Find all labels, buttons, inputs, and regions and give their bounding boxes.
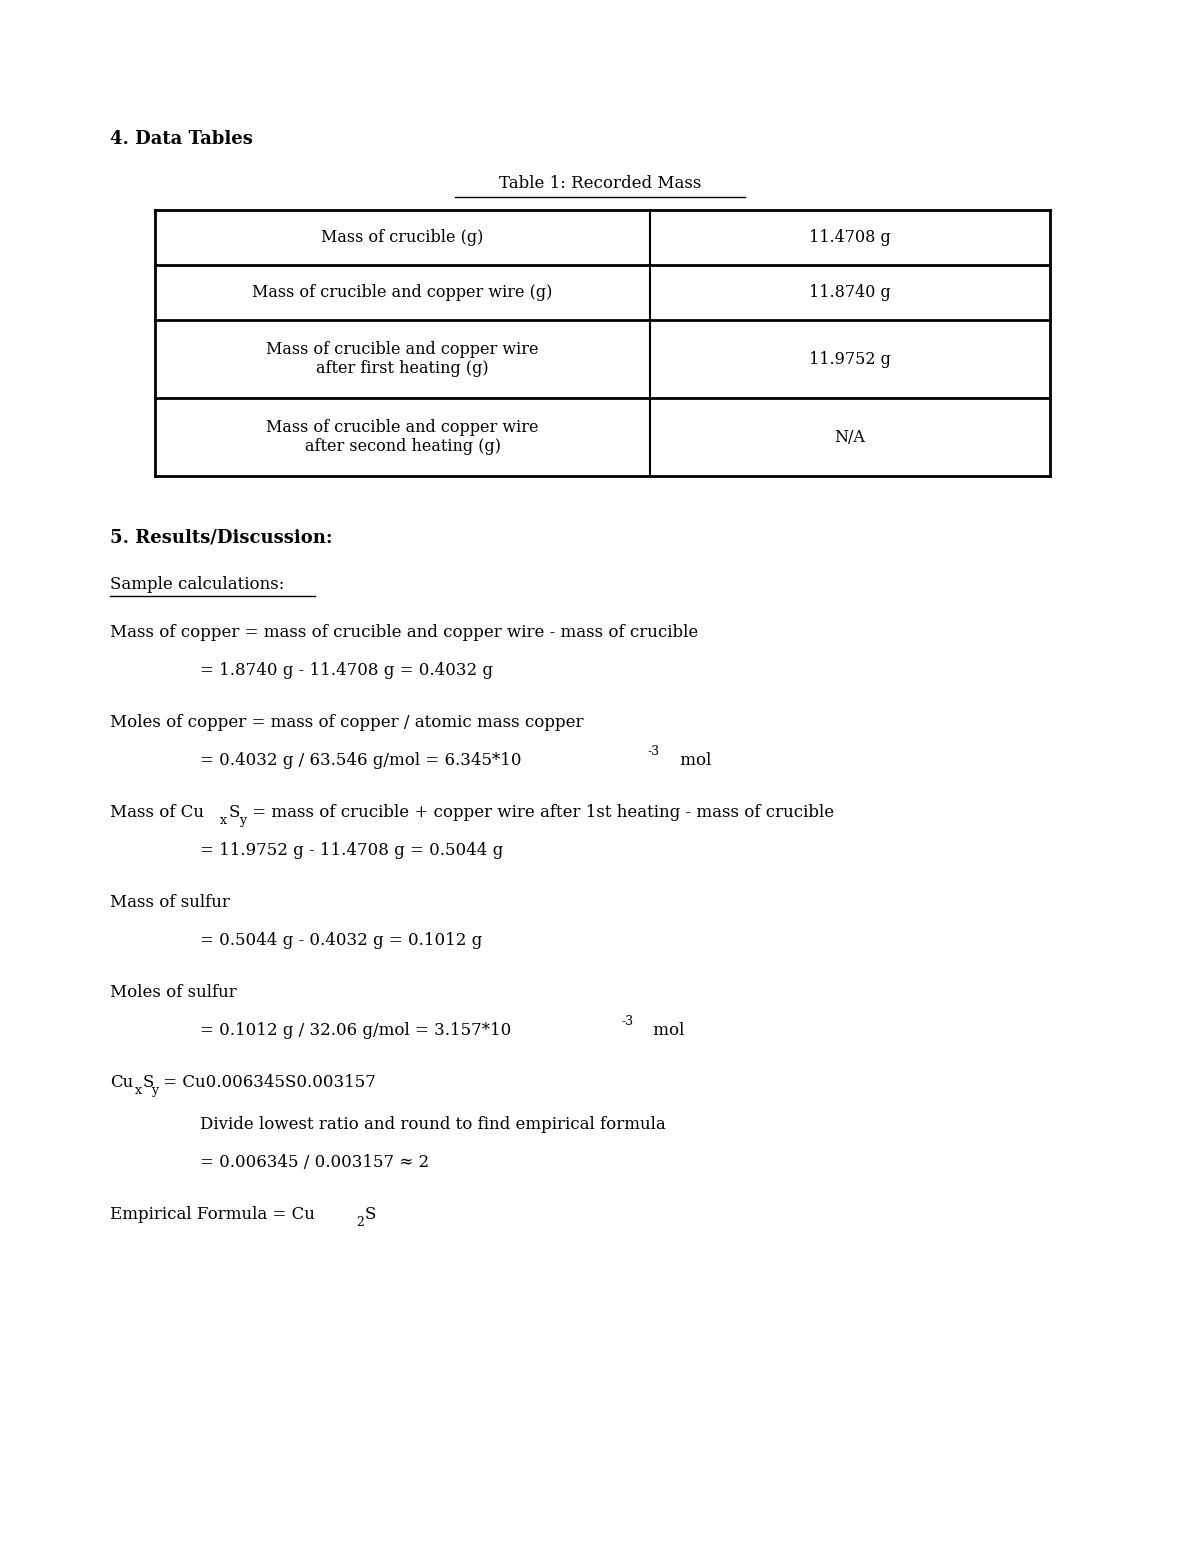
Text: y: y xyxy=(239,814,246,828)
Text: -3: -3 xyxy=(648,745,660,758)
Text: Cu: Cu xyxy=(110,1075,133,1092)
Text: = 0.4032 g / 63.546 g/mol = 6.345*10: = 0.4032 g / 63.546 g/mol = 6.345*10 xyxy=(200,752,522,769)
Text: Mass of sulfur: Mass of sulfur xyxy=(110,895,230,912)
Text: 11.4708 g: 11.4708 g xyxy=(809,228,890,245)
Text: = 0.1012 g / 32.06 g/mol = 3.157*10: = 0.1012 g / 32.06 g/mol = 3.157*10 xyxy=(200,1022,511,1039)
Text: 5. Results/Discussion:: 5. Results/Discussion: xyxy=(110,528,332,547)
Text: -3: -3 xyxy=(622,1016,634,1028)
Text: S: S xyxy=(365,1205,376,1222)
Text: x: x xyxy=(220,814,227,828)
Text: = Cu0.006345S0.003157: = Cu0.006345S0.003157 xyxy=(158,1075,376,1092)
Text: = 0.5044 g - 0.4032 g = 0.1012 g: = 0.5044 g - 0.4032 g = 0.1012 g xyxy=(200,932,482,949)
Text: Moles of copper = mass of copper / atomic mass copper: Moles of copper = mass of copper / atomi… xyxy=(110,714,583,731)
Text: Moles of sulfur: Moles of sulfur xyxy=(110,985,236,1002)
Text: = 0.006345 / 0.003157 ≈ 2: = 0.006345 / 0.003157 ≈ 2 xyxy=(200,1154,430,1171)
Text: 11.9752 g: 11.9752 g xyxy=(809,351,890,368)
Text: Table 1: Recorded Mass: Table 1: Recorded Mass xyxy=(499,175,701,193)
Text: 4. Data Tables: 4. Data Tables xyxy=(110,130,253,148)
Text: Sample calculations:: Sample calculations: xyxy=(110,576,284,593)
Text: Divide lowest ratio and round to find empirical formula: Divide lowest ratio and round to find em… xyxy=(200,1115,666,1132)
Text: 11.8740 g: 11.8740 g xyxy=(809,284,890,301)
Text: Mass of crucible and copper wire
after second heating (g): Mass of crucible and copper wire after s… xyxy=(266,419,539,455)
Text: = mass of crucible + copper wire after 1st heating - mass of crucible: = mass of crucible + copper wire after 1… xyxy=(247,804,834,822)
Text: Mass of Cu: Mass of Cu xyxy=(110,804,204,822)
Text: S: S xyxy=(143,1075,154,1092)
Text: Mass of crucible and copper wire (g): Mass of crucible and copper wire (g) xyxy=(252,284,553,301)
Text: x: x xyxy=(134,1084,142,1096)
Text: mol: mol xyxy=(674,752,712,769)
Text: Mass of copper = mass of crucible and copper wire - mass of crucible: Mass of copper = mass of crucible and co… xyxy=(110,624,698,641)
Text: = 1.8740 g - 11.4708 g = 0.4032 g: = 1.8740 g - 11.4708 g = 0.4032 g xyxy=(200,662,493,679)
Text: Mass of crucible (g): Mass of crucible (g) xyxy=(322,228,484,245)
Text: = 11.9752 g - 11.4708 g = 0.5044 g: = 11.9752 g - 11.4708 g = 0.5044 g xyxy=(200,842,503,859)
Text: N/A: N/A xyxy=(834,429,865,446)
Text: y: y xyxy=(151,1084,158,1096)
Text: mol: mol xyxy=(648,1022,684,1039)
Text: Empirical Formula = Cu: Empirical Formula = Cu xyxy=(110,1205,314,1222)
Text: S: S xyxy=(229,804,240,822)
Text: 2: 2 xyxy=(356,1216,365,1228)
Text: Mass of crucible and copper wire
after first heating (g): Mass of crucible and copper wire after f… xyxy=(266,340,539,377)
